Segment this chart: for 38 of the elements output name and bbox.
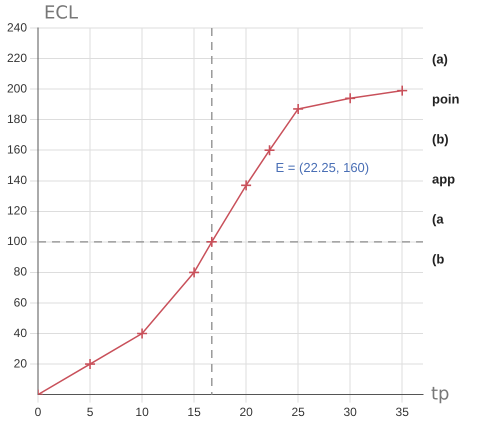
x-tick-label: 0	[34, 405, 42, 420]
text: poin	[432, 92, 460, 107]
annotation: E = (22.25, 160)	[276, 160, 370, 175]
y-tick-label: 140	[6, 173, 28, 188]
y-tick-label: 80	[14, 264, 28, 279]
y-tick-label: 200	[6, 81, 28, 96]
y-tick-label: 60	[14, 295, 28, 310]
point	[240, 180, 252, 192]
text: (b	[432, 252, 444, 267]
y-tick-label: 20	[14, 356, 28, 370]
text: (a)	[432, 52, 448, 67]
point	[344, 92, 356, 104]
y-tick-label: 120	[6, 204, 28, 218]
y-tick-label: 100	[6, 234, 28, 248]
x-tick-label: 20	[239, 405, 254, 420]
point	[188, 266, 200, 278]
point	[84, 358, 96, 370]
x-tick-label: 15	[187, 405, 202, 420]
y-tick-label: 160	[6, 142, 28, 157]
x-axis-title: tp	[431, 383, 450, 404]
y-tick-label: 220	[6, 50, 28, 65]
y-tick-label: 180	[6, 112, 28, 126]
point	[264, 144, 276, 156]
point	[136, 328, 148, 340]
point	[292, 103, 304, 115]
text: app	[432, 172, 456, 187]
x-tick-label: 35	[396, 405, 410, 420]
point	[206, 236, 218, 248]
y-axis-title: ECL	[44, 2, 78, 24]
y-tick-label: 40	[14, 326, 28, 340]
y-tick-label: 240	[6, 20, 28, 34]
x-tick-label: 25	[291, 405, 306, 420]
point	[396, 84, 408, 96]
x-tick-label: 10	[135, 405, 150, 420]
x-tick-label: 30	[343, 405, 358, 420]
text: (a	[432, 212, 444, 227]
x-tick-label: 5	[86, 405, 94, 420]
text: (b)	[432, 132, 449, 147]
